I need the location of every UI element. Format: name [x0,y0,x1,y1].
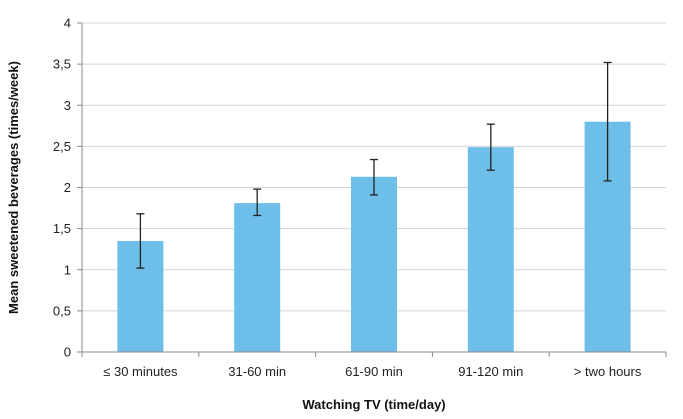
y-tick-label: 2 [64,180,71,195]
y-tick-label: 1 [64,262,71,277]
y-tick-label: 0 [64,345,71,360]
x-tick-label: > two hours [574,364,642,379]
y-tick-label: 1,5 [53,221,71,236]
x-tick-label: 31-60 min [228,364,286,379]
x-tick-label: 61-90 min [345,364,403,379]
y-tick-label: 2,5 [53,139,71,154]
y-tick-label: 3,5 [53,57,71,72]
y-tick-label: 4 [64,16,71,31]
axis-layer [77,22,667,357]
bar [467,147,514,352]
y-axis-title: Mean sweetened beverages (times/week) [6,61,21,314]
bar [234,203,281,352]
y-tick-label: 3 [64,98,71,113]
x-tick-label: 91-120 min [458,364,523,379]
bar-layer [117,121,631,352]
y-tick-label: 0,5 [53,303,71,318]
label-layer: 0 0,5 1 1,5 2 2,5 3 3,5 4 ≤ 30 minutes 31-60 min 61… [53,16,642,380]
bar [351,176,397,352]
x-axis-title: Watching TV (time/day) [302,397,445,412]
x-tick-label: ≤ 30 minutes [103,364,178,379]
error-bar-layer [136,61,612,269]
